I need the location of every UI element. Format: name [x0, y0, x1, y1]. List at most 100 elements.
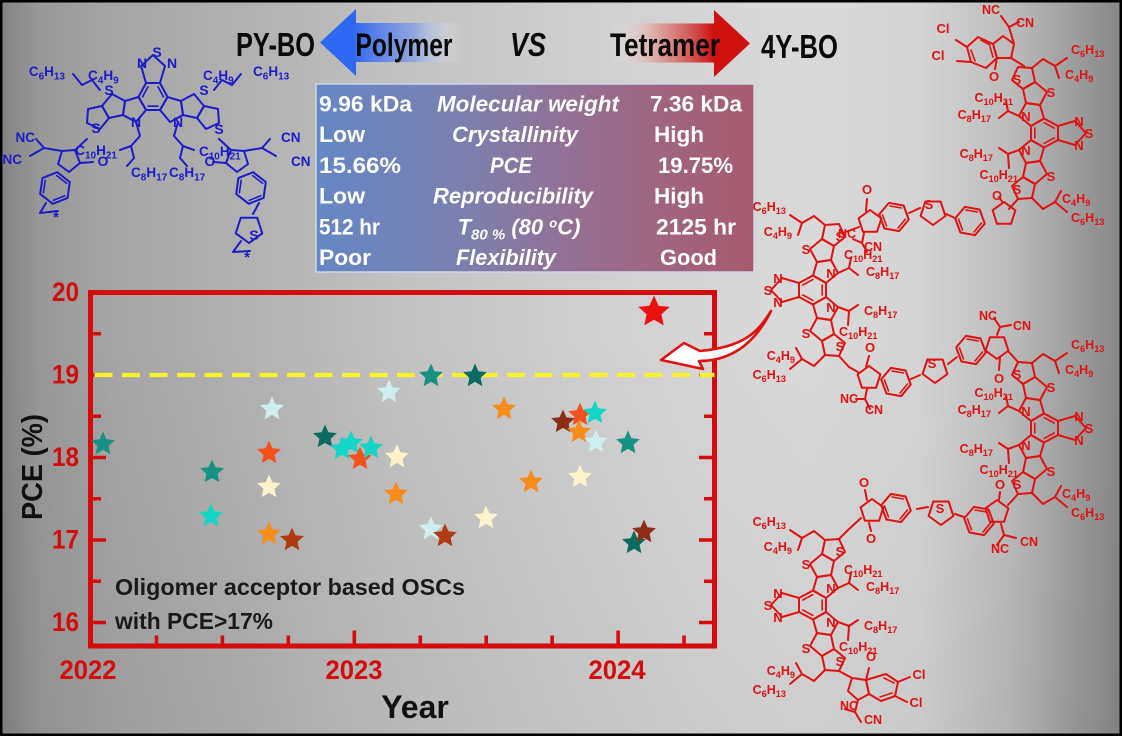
svg-text:C6H13: C6H13	[753, 683, 786, 699]
svg-text:*: *	[244, 249, 250, 266]
svg-text:2125 hr: 2125 hr	[656, 214, 736, 239]
svg-text:2023: 2023	[326, 655, 383, 685]
svg-text:S: S	[1013, 367, 1022, 382]
svg-text:C4H9: C4H9	[764, 540, 792, 556]
svg-text:C6H13: C6H13	[753, 368, 786, 384]
svg-text:O: O	[995, 477, 1005, 492]
svg-text:S: S	[1013, 182, 1022, 197]
svg-text:Cl: Cl	[913, 667, 926, 682]
svg-text:S: S	[928, 356, 937, 371]
svg-text:2022: 2022	[60, 655, 117, 685]
svg-text:20: 20	[52, 277, 79, 307]
svg-text:N: N	[773, 271, 782, 286]
svg-text:S: S	[1085, 421, 1094, 436]
svg-text:CN: CN	[1013, 319, 1031, 333]
svg-text:S: S	[836, 339, 845, 354]
svg-text:N: N	[167, 55, 177, 71]
svg-text:NC: NC	[840, 392, 858, 406]
svg-text:N: N	[773, 610, 782, 625]
svg-text:C8H17: C8H17	[131, 165, 168, 184]
svg-text:S: S	[802, 326, 811, 341]
svg-text:15.66%: 15.66%	[319, 153, 401, 178]
svg-text:Polymer: Polymer	[356, 27, 453, 63]
svg-text:C6H13: C6H13	[1071, 43, 1104, 59]
svg-text:S: S	[1085, 126, 1094, 141]
svg-text:N: N	[1021, 404, 1030, 419]
svg-text:C10H21: C10H21	[839, 325, 878, 341]
svg-text:Low: Low	[319, 122, 366, 147]
svg-text:C4H9: C4H9	[1065, 68, 1093, 84]
svg-text:C8H17: C8H17	[958, 403, 991, 419]
svg-text:S: S	[936, 501, 945, 516]
svg-text:C10H21: C10H21	[839, 640, 878, 656]
svg-text:Molecular weight: Molecular weight	[437, 92, 621, 117]
svg-text:O: O	[205, 153, 216, 169]
svg-text:NC: NC	[991, 542, 1009, 556]
svg-text:NC: NC	[840, 699, 858, 713]
svg-text:19: 19	[52, 360, 79, 390]
svg-text:C6H13: C6H13	[753, 200, 786, 216]
svg-text:High: High	[654, 184, 704, 209]
svg-text:N: N	[826, 615, 835, 630]
svg-text:512 hr: 512 hr	[319, 214, 380, 239]
svg-text:C10H21: C10H21	[974, 386, 1013, 402]
svg-text:S: S	[802, 242, 811, 257]
svg-text:C8H17: C8H17	[864, 304, 897, 320]
svg-text:9.96 kDa: 9.96 kDa	[319, 92, 413, 117]
svg-text:Oligomer acceptor based OSCs: Oligomer acceptor based OSCs	[115, 574, 465, 600]
svg-text:N: N	[1074, 114, 1083, 129]
svg-text:N: N	[773, 586, 782, 601]
svg-text:C4H9: C4H9	[88, 68, 119, 87]
svg-text:C10H21: C10H21	[844, 563, 883, 579]
svg-text:O: O	[994, 371, 1004, 386]
svg-text:Low: Low	[319, 184, 366, 209]
svg-text:N: N	[1021, 109, 1030, 124]
svg-text:S: S	[1047, 85, 1056, 100]
svg-text:2024: 2024	[589, 655, 646, 685]
svg-text:S: S	[1047, 169, 1056, 184]
svg-text:N: N	[826, 581, 835, 596]
svg-text:CN: CN	[865, 403, 883, 417]
svg-text:N: N	[826, 266, 835, 281]
svg-text:S: S	[1013, 477, 1022, 492]
svg-text:NC: NC	[979, 309, 997, 323]
svg-text:C8H17: C8H17	[958, 108, 991, 124]
svg-text:C4H9: C4H9	[1065, 363, 1093, 379]
svg-text:CN: CN	[864, 713, 882, 727]
svg-text:CN: CN	[281, 130, 301, 145]
svg-text:S: S	[764, 283, 773, 298]
svg-text:Flexibility: Flexibility	[456, 245, 558, 270]
svg-text:S: S	[764, 598, 773, 613]
svg-text:CN: CN	[864, 240, 882, 254]
svg-text:S: S	[1047, 380, 1056, 395]
svg-text:18: 18	[52, 442, 79, 472]
svg-text:Cl: Cl	[910, 695, 923, 710]
svg-text:Good: Good	[660, 245, 717, 270]
svg-text:CN: CN	[1016, 16, 1034, 30]
svg-text:N: N	[1021, 438, 1030, 453]
svg-text:C8H17: C8H17	[960, 147, 993, 163]
svg-text:PCE (%): PCE (%)	[17, 414, 49, 520]
svg-text:C6H13: C6H13	[1071, 338, 1104, 354]
svg-text:C6H13: C6H13	[29, 64, 66, 83]
svg-text:17: 17	[52, 525, 79, 555]
svg-text:O: O	[992, 188, 1002, 203]
svg-text:Crystallinity: Crystallinity	[452, 122, 580, 147]
svg-text:S: S	[836, 229, 845, 244]
svg-text:Cl: Cl	[932, 48, 945, 63]
svg-text:C8H17: C8H17	[866, 580, 899, 596]
svg-text:S: S	[802, 557, 811, 572]
svg-text:C4H9: C4H9	[203, 68, 234, 87]
svg-text:S: S	[104, 82, 113, 98]
svg-text:N: N	[1021, 143, 1030, 158]
svg-text:C10H21: C10H21	[974, 91, 1013, 107]
svg-text:C6H13: C6H13	[253, 64, 290, 83]
svg-text:Cl: Cl	[937, 21, 950, 36]
svg-text:S: S	[836, 544, 845, 559]
svg-text:O: O	[859, 475, 869, 490]
svg-text:Poor: Poor	[319, 245, 371, 270]
svg-text:C10H21: C10H21	[75, 143, 117, 162]
svg-text:with PCE>17%: with PCE>17%	[114, 608, 273, 634]
svg-text:Year: Year	[381, 689, 449, 725]
svg-text:S: S	[1013, 72, 1022, 87]
